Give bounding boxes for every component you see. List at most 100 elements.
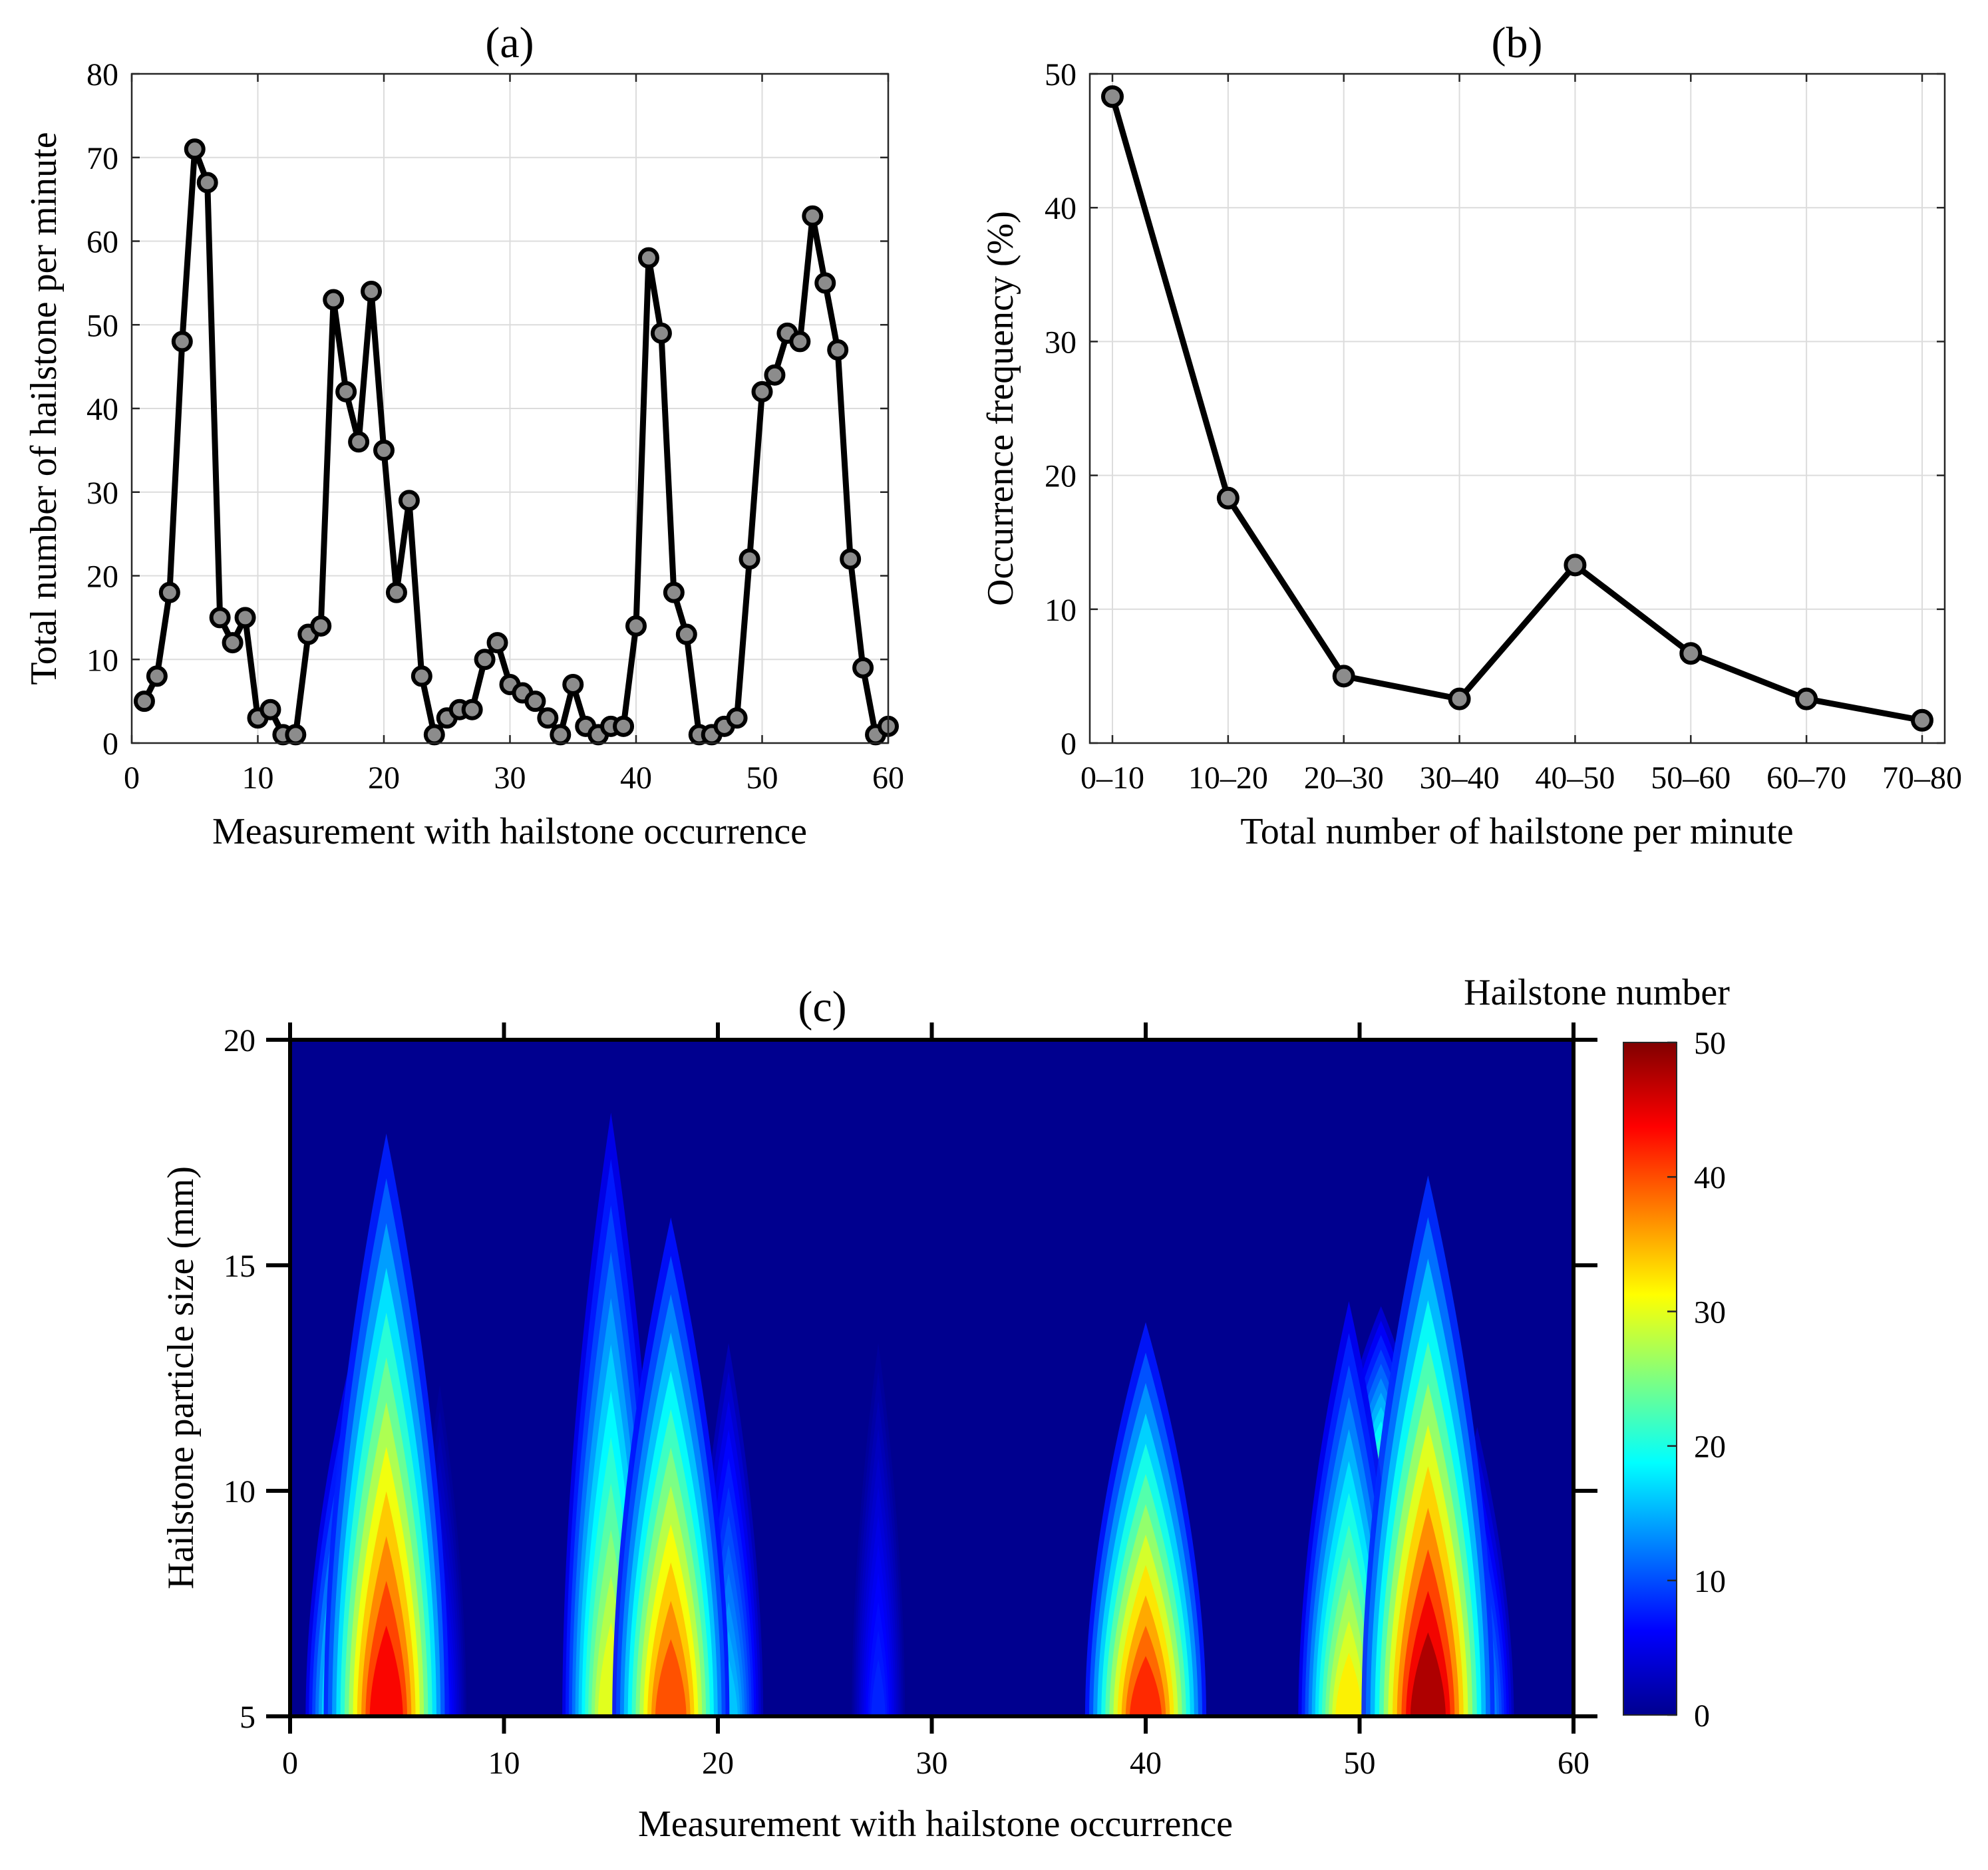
panel-a-title: (a) [485,19,534,67]
panel-a-point [802,205,824,227]
panel-a-ytick-label: 0 [102,726,118,762]
panel-a-point [285,724,307,746]
panel-a-point [310,615,332,637]
panel-a-ytick-label: 20 [86,559,118,595]
panel-a-ytick-label: 50 [86,308,118,343]
panel-c-xtick-label: 50 [1344,1746,1376,1781]
heat-contour [871,1659,886,1716]
panel-b-frame [1088,73,1946,744]
panel-a-point [663,581,685,603]
panel-a-xtick-label: 30 [494,760,526,796]
heat-contour [1410,1632,1446,1716]
panel-a-point [613,715,635,737]
panel-a-point [184,138,206,160]
panel-a-point [196,172,218,194]
heat-plume [852,1343,906,1716]
heat-plume [612,1217,730,1716]
heat-contour [1335,1652,1363,1716]
panel-a-point [385,581,407,603]
panel-a-ytick-label: 70 [86,141,118,176]
panel-b-point [1795,687,1818,710]
panel-b-ytick-label: 0 [1061,726,1077,762]
panel-a-xtick-label: 10 [242,760,274,796]
panel-c-xlabel: Measurement with hailstone occurrence [638,1803,1233,1845]
panel-a-point [764,364,786,386]
panel-a-point [550,724,572,746]
panel-b-point [1911,708,1933,732]
panel-b-point [1679,642,1703,665]
panel-a-series [133,138,899,746]
colorbar-label: Hailstone number [1464,972,1730,1013]
panel-b-xtick-label: 60–70 [1766,760,1846,796]
panel-b-xlabel: Total number of hailstone per minute [1240,811,1793,852]
panel-b-point [1564,553,1587,577]
panel-b-xtick-label: 0–10 [1080,760,1144,796]
heat-plume [323,1134,449,1716]
panel-a-point [133,691,155,712]
panel-c-xtick-label: 60 [1558,1746,1589,1781]
panel-a-ytick-label: 60 [86,225,118,260]
panel-b-line [1109,95,1923,724]
panel-a-point [751,381,773,402]
panel-a-point [637,247,659,269]
panel-a: 0 10 20 30 40 50 60 0 10 20 30 40 50 60 70 80 (a) Measu… [23,19,904,852]
panel-a-point [474,649,496,671]
panel-b-xtick-label: 50–60 [1651,760,1731,796]
panel-c-xtick-label: 40 [1130,1746,1162,1781]
panel-c: 0 10 20 30 40 50 60 5 10 15 20 (c) Measurement wit… [160,972,1730,1845]
panel-a-ticks: 0 10 20 30 40 50 60 0 10 20 30 40 50 60 70 80 [86,57,904,796]
panel-a-xtick-label: 20 [368,760,400,796]
panel-a-point [739,548,760,570]
panel-a-xtick-label: 60 [872,760,904,796]
panel-a-ytick-label: 10 [86,643,118,678]
panel-a-point [158,581,180,603]
panel-a-point [562,673,584,695]
panel-c-xtick-label: 0 [282,1746,298,1781]
heat-contour [655,1638,687,1716]
panel-a-point [373,439,395,461]
panel-b-ytick-label: 40 [1045,191,1077,226]
colorbar-ticks: 0 10 20 30 40 50 [1667,1026,1726,1734]
panel-b-point [1448,687,1471,710]
heat-contour [1129,1656,1162,1716]
panel-a-point [209,607,231,629]
panel-c-xtick-label: 30 [916,1746,948,1781]
heat-plume [1084,1322,1207,1716]
panel-b-title: (b) [1492,19,1543,67]
panel-a-point [827,339,849,361]
panel-a-point [537,707,559,729]
colorbar-tick-label: 0 [1694,1698,1710,1734]
panel-a-point [524,691,546,712]
panel-b-xtick-label: 10–20 [1188,760,1268,796]
panel-a-point [222,632,244,654]
panel-b-ytick-label: 50 [1045,57,1077,92]
panel-a-point [650,322,672,344]
panel-a-point [726,707,748,729]
panel-c-heatmap [305,1112,1514,1716]
panel-a-point [840,548,862,570]
panel-c-ytick-label: 15 [224,1249,255,1284]
panel-b-point [1216,486,1240,510]
panel-a-xtick-label: 40 [620,760,652,796]
panel-c-ytick-label: 5 [240,1700,255,1735]
panel-a-ylabel: Total number of hailstone per minute [23,132,65,685]
colorbar-tick-label: 20 [1694,1430,1726,1465]
panel-a-point [423,724,445,746]
panel-b-ytick-label: 20 [1045,459,1077,494]
panel-b-ticks: 0–10 10–20 20–30 30–40 40–50 50–60 60–70 70–80 0… [1045,57,1962,796]
panel-b: 0–10 10–20 20–30 30–40 40–50 50–60 60–70 70–80 0… [980,19,1962,852]
panel-c-ytick-label: 20 [224,1023,255,1058]
colorbar-tick-label: 10 [1694,1564,1726,1599]
panel-b-point [1101,85,1124,108]
panel-a-xtick-label: 50 [746,760,778,796]
panel-a-point [675,623,697,645]
panel-b-series [1101,85,1933,732]
heat-plume [1361,1175,1495,1716]
panel-a-ytick-label: 40 [86,392,118,427]
panel-a-point [361,280,383,302]
panel-b-xtick-label: 20–30 [1304,760,1384,796]
panel-c-title: (c) [798,983,846,1031]
panel-a-xlabel: Measurement with hailstone occurrence [212,811,807,852]
heat-contour [369,1625,403,1716]
